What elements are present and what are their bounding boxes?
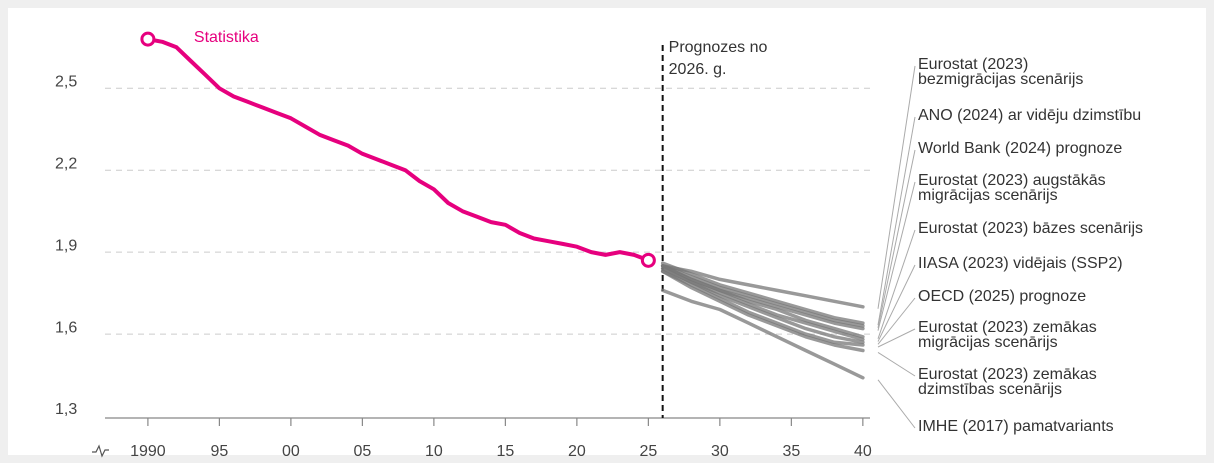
series-label: Statistika <box>193 29 259 47</box>
legend-label: Eurostat (2023) zemākas migrācijas scenā… <box>918 319 1097 351</box>
forecast-series-line <box>660 269 865 347</box>
x-tick-label: 05 <box>353 443 371 460</box>
forecast-series-line <box>660 264 865 309</box>
label-connector <box>877 116 916 326</box>
legend-label: IIASA (2023) vidējais (SSP2) <box>918 255 1123 272</box>
label-connector <box>877 379 916 429</box>
end-marker <box>140 31 156 47</box>
forecast-series-line <box>660 264 865 328</box>
forecast-series-line <box>660 269 865 353</box>
legend-label: OECD (2025) prognoze <box>918 288 1087 305</box>
legend-label: World Bank (2024) prognoze <box>918 140 1123 157</box>
x-tick-label: 20 <box>568 443 586 460</box>
x-tick-label: 10 <box>425 443 443 460</box>
label-connector <box>877 229 916 339</box>
label-connector <box>877 352 916 377</box>
axis-break <box>92 444 109 458</box>
x-tick-label: 35 <box>782 443 800 460</box>
x-tick-label: 25 <box>639 443 657 460</box>
legend-label: Eurostat (2023) augstākās migrācijas sce… <box>918 172 1106 204</box>
x-tick-label: 40 <box>854 443 872 460</box>
label-connector <box>877 181 916 331</box>
forecast-series-line <box>660 266 865 345</box>
label-connector <box>877 149 916 328</box>
forecast-series-line <box>660 264 865 339</box>
history-line <box>145 37 651 263</box>
x-tick-label: 00 <box>282 443 300 460</box>
x-tick-label: 95 <box>210 443 228 460</box>
forecast-series-line <box>660 261 865 325</box>
legend-label: Eurostat (2023) bāzes scenārijs <box>918 220 1143 237</box>
y-tick-label: 1,6 <box>55 319 77 336</box>
y-tick-label: 1,9 <box>55 237 77 254</box>
plot-background <box>8 8 1206 455</box>
legend-label: ANO (2024) ar vidēju dzimstību <box>918 107 1142 124</box>
label-connector <box>877 297 916 345</box>
label-connector <box>877 328 916 348</box>
y-tick-label: 1,3 <box>55 401 77 418</box>
y-tick-label: 2,2 <box>55 155 77 172</box>
x-tick-label: 1990 <box>130 443 166 460</box>
label-connector <box>877 65 916 309</box>
end-marker <box>640 252 656 268</box>
legend-label: IMHE (2017) pamatvariants <box>918 418 1114 435</box>
x-tick-label: 15 <box>496 443 514 460</box>
y-tick-label: 2,5 <box>55 73 77 90</box>
legend-label: Eurostat (2023) zemākas dzimstības scenā… <box>918 366 1097 398</box>
forecast-series-line <box>660 288 865 380</box>
legend-label: Eurostat (2023) bezmigrācijas scenārijs <box>918 56 1084 88</box>
label-connector <box>877 264 916 342</box>
annotation: Prognozes no 2026. g. <box>668 39 768 78</box>
x-tick-label: 30 <box>711 443 729 460</box>
